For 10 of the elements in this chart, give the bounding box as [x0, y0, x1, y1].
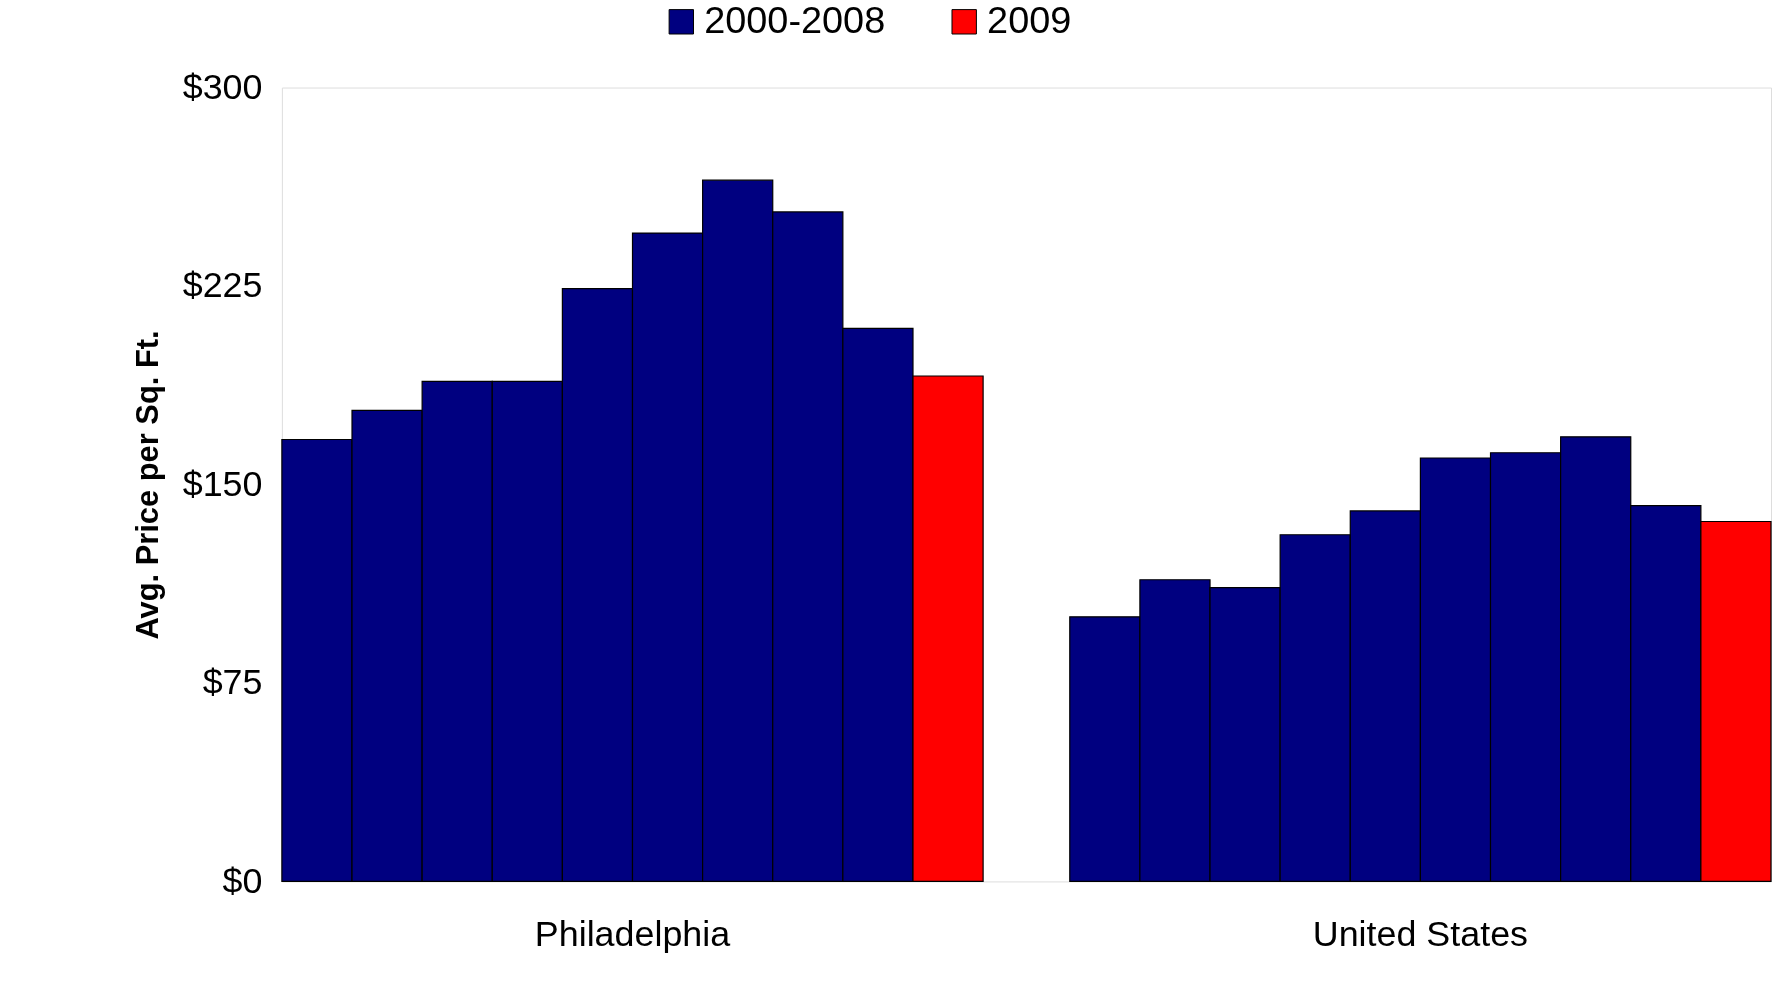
y-axis-title: Avg. Price per Sq. Ft. — [129, 330, 165, 640]
y-tick-label: $0 — [222, 860, 263, 901]
y-tick-label: $75 — [202, 662, 263, 703]
legend-label: 2000-2008 — [704, 0, 886, 41]
y-tick-label: $150 — [182, 463, 263, 504]
y-tick-label: $225 — [182, 265, 263, 306]
legend-label: 2009 — [987, 0, 1072, 41]
x-tick-label: United States — [1312, 913, 1528, 954]
x-tick-label: Philadelphia — [534, 913, 731, 954]
y-tick-label: $300 — [182, 67, 263, 107]
